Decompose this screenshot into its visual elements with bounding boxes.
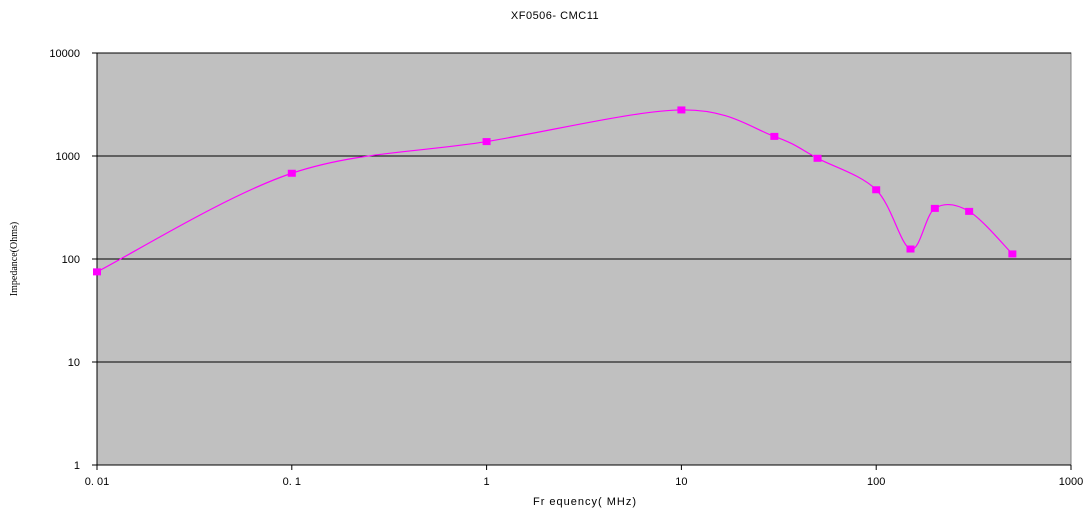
y-axis: 1 10 100 1000 10000 (49, 48, 97, 472)
y-tick-label: 1 (74, 460, 80, 472)
x-tick-label: 10 (675, 476, 687, 488)
x-axis: 0. 01 0. 1 1 10 100 1000 (85, 465, 1083, 488)
x-tick-label: 0. 1 (283, 476, 301, 488)
x-tick-label: 0. 01 (85, 476, 109, 488)
data-point (677, 106, 686, 114)
data-point (813, 154, 822, 162)
plot-area (96, 52, 1072, 466)
x-tick-label: 100 (867, 476, 885, 488)
y-tick-label: 1000 (56, 151, 80, 163)
x-axis-label: Fr equency( MHz) (533, 496, 637, 508)
y-tick-label: 100 (62, 254, 80, 266)
x-tick-label: 1000 (1059, 476, 1083, 488)
chart-title: XF0506- CMC11 (511, 10, 599, 22)
data-point (1008, 250, 1017, 258)
data-point (872, 186, 881, 194)
x-tick-label: 1 (484, 476, 490, 488)
data-point (93, 268, 101, 276)
data-point (770, 132, 779, 140)
data-point (930, 204, 939, 212)
data-point (906, 245, 915, 253)
y-axis-label: Impedance(Ohms) (9, 222, 20, 296)
data-point (287, 169, 296, 177)
data-point (482, 138, 491, 146)
y-tick-label: 10 (68, 357, 80, 369)
series-group (93, 106, 1017, 276)
y-tick-label: 10000 (49, 48, 80, 60)
data-point (965, 207, 974, 215)
